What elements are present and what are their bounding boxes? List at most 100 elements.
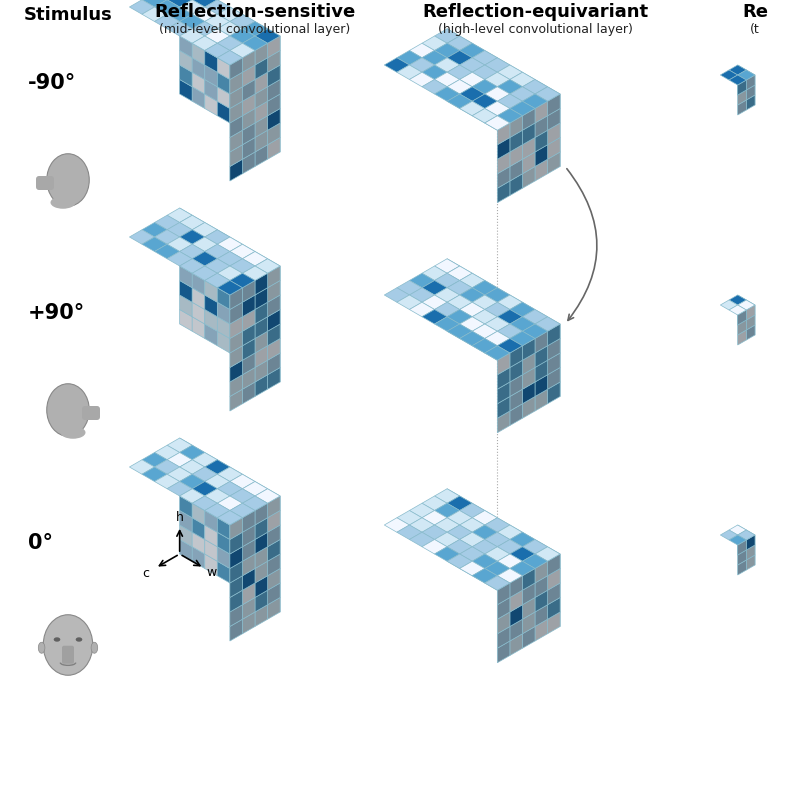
Polygon shape: [218, 266, 242, 281]
Polygon shape: [267, 266, 280, 288]
Polygon shape: [472, 274, 485, 295]
Polygon shape: [460, 302, 485, 317]
Polygon shape: [547, 324, 560, 346]
Polygon shape: [510, 532, 535, 546]
Polygon shape: [498, 598, 510, 619]
Polygon shape: [205, 65, 218, 86]
Polygon shape: [205, 274, 230, 288]
Polygon shape: [485, 346, 510, 360]
Polygon shape: [267, 29, 280, 50]
Polygon shape: [192, 14, 205, 36]
Polygon shape: [447, 295, 472, 310]
Polygon shape: [255, 72, 267, 94]
Polygon shape: [547, 554, 560, 576]
Polygon shape: [434, 518, 460, 532]
Polygon shape: [267, 554, 280, 576]
Polygon shape: [485, 72, 510, 86]
Polygon shape: [460, 539, 472, 562]
Polygon shape: [460, 274, 485, 288]
Polygon shape: [242, 14, 255, 36]
Polygon shape: [242, 94, 255, 116]
Polygon shape: [192, 215, 205, 237]
Polygon shape: [522, 324, 547, 338]
Text: -90°: -90°: [28, 73, 76, 93]
Polygon shape: [242, 331, 255, 353]
Polygon shape: [192, 489, 205, 510]
Polygon shape: [242, 367, 255, 390]
Polygon shape: [267, 532, 280, 554]
Polygon shape: [535, 159, 547, 181]
Polygon shape: [498, 288, 510, 310]
Polygon shape: [510, 525, 522, 546]
Polygon shape: [485, 302, 510, 317]
Polygon shape: [522, 94, 547, 109]
Polygon shape: [230, 288, 242, 310]
Polygon shape: [242, 274, 255, 295]
Polygon shape: [535, 390, 547, 411]
Polygon shape: [547, 374, 560, 397]
Polygon shape: [434, 258, 460, 274]
Polygon shape: [547, 338, 560, 360]
Polygon shape: [230, 546, 242, 569]
Polygon shape: [746, 310, 755, 325]
Polygon shape: [522, 331, 535, 353]
Polygon shape: [255, 50, 267, 72]
Polygon shape: [192, 36, 218, 50]
Polygon shape: [267, 353, 280, 374]
Polygon shape: [230, 72, 242, 94]
Polygon shape: [230, 503, 255, 518]
Polygon shape: [180, 65, 192, 86]
Polygon shape: [255, 116, 267, 138]
Polygon shape: [746, 95, 755, 110]
Polygon shape: [242, 22, 267, 36]
Polygon shape: [746, 80, 755, 95]
Polygon shape: [154, 230, 180, 244]
Polygon shape: [434, 532, 460, 546]
Polygon shape: [498, 612, 510, 634]
Polygon shape: [510, 554, 522, 576]
Polygon shape: [255, 353, 267, 374]
Polygon shape: [729, 295, 746, 305]
Polygon shape: [180, 0, 192, 14]
Polygon shape: [230, 525, 242, 546]
Polygon shape: [498, 116, 510, 138]
Polygon shape: [410, 302, 434, 317]
Polygon shape: [218, 86, 230, 109]
Polygon shape: [510, 123, 522, 145]
Text: (t: (t: [750, 23, 760, 37]
Polygon shape: [510, 360, 522, 382]
Polygon shape: [167, 482, 192, 496]
Polygon shape: [267, 72, 280, 94]
Polygon shape: [180, 215, 205, 230]
Polygon shape: [434, 317, 460, 331]
Text: h: h: [176, 511, 183, 524]
Polygon shape: [230, 14, 255, 29]
Polygon shape: [447, 50, 472, 65]
Polygon shape: [485, 539, 498, 562]
Polygon shape: [535, 324, 547, 346]
Polygon shape: [447, 29, 460, 50]
Polygon shape: [267, 503, 280, 525]
Polygon shape: [510, 619, 522, 641]
Polygon shape: [498, 525, 522, 539]
Polygon shape: [242, 510, 255, 532]
Polygon shape: [535, 116, 547, 138]
Polygon shape: [447, 65, 472, 79]
Polygon shape: [498, 554, 522, 569]
Polygon shape: [447, 281, 472, 295]
Polygon shape: [205, 525, 218, 546]
Polygon shape: [255, 258, 280, 274]
Polygon shape: [422, 295, 447, 310]
Polygon shape: [547, 360, 560, 382]
Polygon shape: [498, 138, 510, 159]
Polygon shape: [230, 258, 255, 274]
Polygon shape: [267, 338, 280, 360]
Polygon shape: [535, 374, 547, 397]
Text: (high-level convolutional layer): (high-level convolutional layer): [438, 23, 633, 37]
Polygon shape: [720, 300, 738, 310]
Polygon shape: [522, 562, 535, 583]
Polygon shape: [192, 288, 205, 310]
Polygon shape: [547, 130, 560, 152]
Polygon shape: [422, 496, 447, 510]
Ellipse shape: [46, 154, 90, 206]
